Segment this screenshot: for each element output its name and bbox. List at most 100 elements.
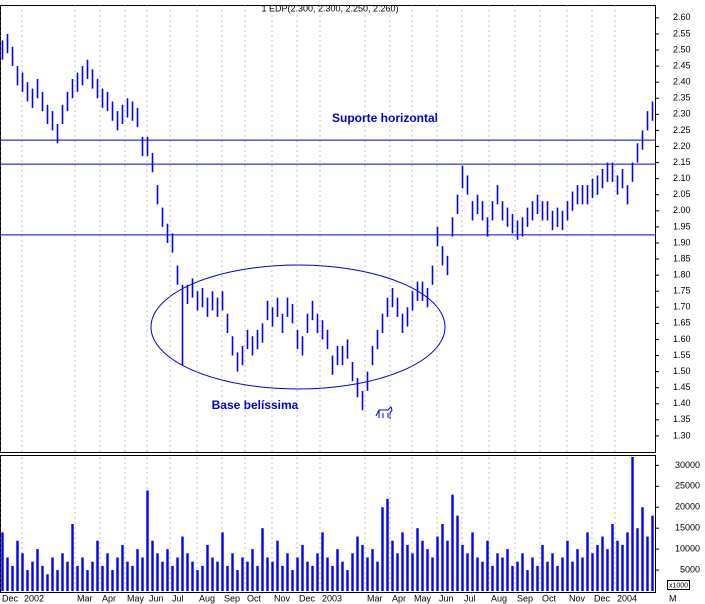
annotation: Base belíssima — [212, 398, 299, 412]
volume-bar — [636, 528, 639, 591]
volume-bar — [606, 549, 609, 591]
x-tick-label: Aug — [199, 593, 215, 603]
x-tick-label: Aug — [491, 593, 507, 603]
volume-bar — [596, 544, 599, 591]
volume-bar — [336, 549, 339, 591]
y-tick-label: 1.45 — [673, 382, 691, 392]
volume-bar — [471, 532, 474, 591]
y-tick-label: 2.05 — [673, 189, 691, 199]
volume-bar — [121, 544, 124, 591]
volume-bar — [46, 574, 49, 591]
volume-bar — [311, 565, 314, 591]
volume-bar — [176, 557, 179, 591]
volume-bar — [456, 515, 459, 591]
volume-bar — [491, 565, 494, 591]
volume-bar — [451, 494, 454, 591]
volume-panel-frame — [0, 455, 656, 593]
volume-bar — [366, 557, 369, 591]
y-tick-label: 10000 — [675, 544, 700, 554]
volume-bar — [511, 565, 514, 591]
volume-bar — [346, 570, 349, 591]
volume-bar — [146, 490, 149, 591]
volume-bar — [91, 561, 94, 591]
x-tick-label: Sep — [517, 593, 533, 603]
x-tick-label: M — [669, 593, 677, 603]
volume-bar — [96, 540, 99, 591]
y-tick-label: 1.50 — [673, 366, 691, 376]
y-tick-label: 2.00 — [673, 205, 691, 215]
volume-bar — [386, 498, 389, 591]
volume-bar — [236, 570, 239, 591]
volume-bar — [141, 557, 144, 591]
price-panel-frame — [0, 5, 656, 453]
volume-bar — [301, 544, 304, 591]
volume-bar — [496, 553, 499, 591]
volume-bar — [41, 565, 44, 591]
y-tick-label: 30000 — [675, 460, 700, 470]
x-tick-label: Nov — [274, 593, 291, 603]
x-tick-label: 2004 — [617, 593, 637, 603]
volume-bar — [486, 540, 489, 591]
volume-bar — [21, 553, 24, 591]
volume-bar — [71, 524, 74, 591]
y-tick-label: 1.95 — [673, 221, 691, 231]
volume-bar — [401, 532, 404, 591]
x-tick-label: Jun — [439, 593, 454, 603]
x-tick-label: Dec — [594, 593, 611, 603]
volume-bar — [616, 540, 619, 591]
y-tick-label: 1.75 — [673, 286, 691, 296]
x-tick-label: Jun — [149, 593, 164, 603]
volume-bar — [276, 540, 279, 591]
volume-bar — [446, 540, 449, 591]
volume-bar — [306, 561, 309, 591]
volume-bar — [161, 561, 164, 591]
volume-bar — [206, 544, 209, 591]
volume-bar — [391, 540, 394, 591]
volume-bar — [291, 570, 294, 591]
y-tick-label: 1.65 — [673, 318, 691, 328]
volume-bar — [1, 532, 4, 591]
volume-bar — [541, 544, 544, 591]
x-tick-label: Sep — [224, 593, 240, 603]
volume-bar — [481, 561, 484, 591]
volume-bar — [421, 540, 424, 591]
y-tick-label: 1.70 — [673, 302, 691, 312]
volume-bar — [81, 557, 84, 591]
volume-bar — [526, 570, 529, 591]
volume-bar — [31, 561, 34, 591]
x-tick-label: 2003 — [322, 593, 342, 603]
y-tick-label: 15000 — [675, 523, 700, 533]
volume-bar — [601, 536, 604, 591]
volume-bar — [441, 524, 444, 591]
x-tick-label: Mar — [367, 593, 383, 603]
volume-bar — [356, 536, 359, 591]
volume-bar — [416, 528, 419, 591]
volume-bar — [576, 549, 579, 591]
volume-bar — [506, 549, 509, 591]
volume-bar — [351, 553, 354, 591]
volume-bar — [106, 553, 109, 591]
volume-bar — [126, 561, 129, 591]
base-ellipse — [150, 264, 446, 390]
volume-bar — [186, 553, 189, 591]
volume-bar — [181, 536, 184, 591]
y-tick-label: 2.15 — [673, 157, 691, 167]
volume-bar — [646, 536, 649, 591]
volume-bar — [556, 565, 559, 591]
volume-bar — [626, 532, 629, 591]
volume-bar — [411, 553, 414, 591]
volume-bar — [551, 553, 554, 591]
volume-bar — [226, 565, 229, 591]
y-tick-label: 2.55 — [673, 28, 691, 38]
y-tick-label: 2.50 — [673, 44, 691, 54]
volume-bar — [281, 565, 284, 591]
volume-bar — [501, 557, 504, 591]
volume-bar — [406, 544, 409, 591]
volume-bar — [86, 570, 89, 591]
volume-bar — [566, 540, 569, 591]
volume-bar — [581, 557, 584, 591]
volume-bar — [286, 553, 289, 591]
unit-box — [667, 580, 690, 590]
volume-bar — [641, 507, 644, 591]
